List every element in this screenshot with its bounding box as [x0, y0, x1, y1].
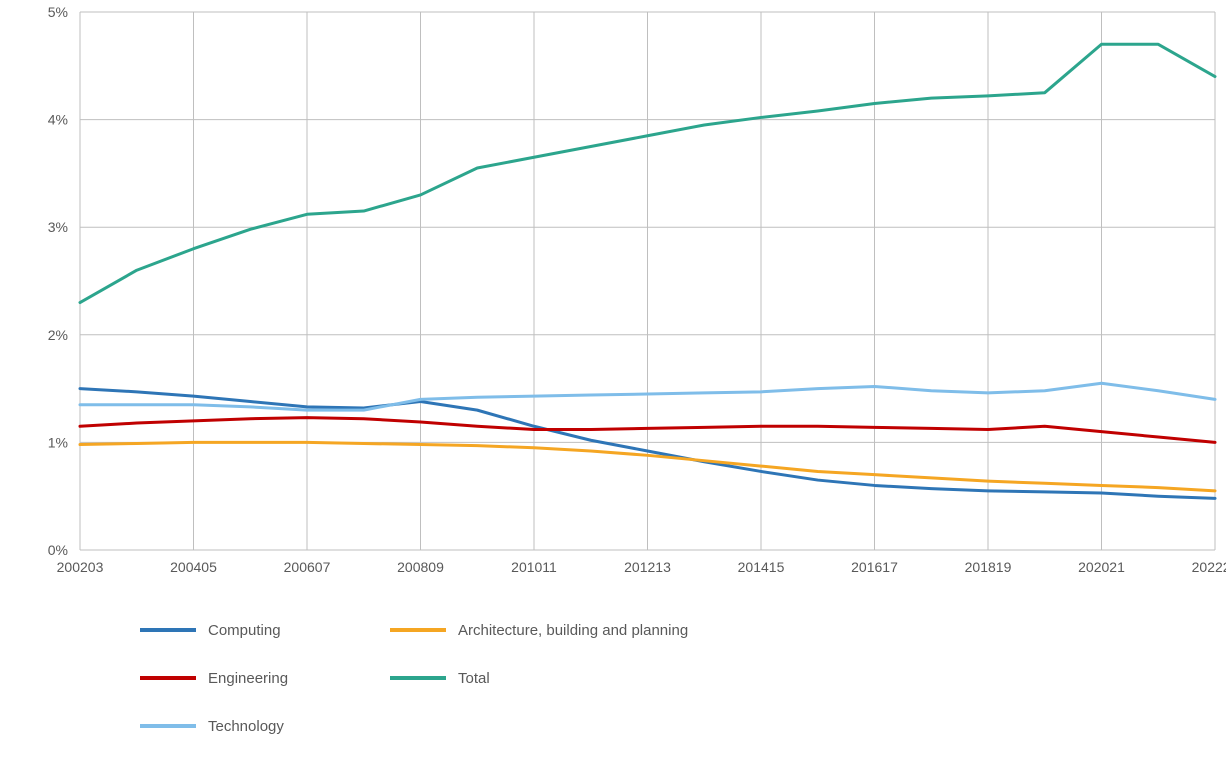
x-tick-label: 202021 — [1078, 559, 1125, 575]
y-tick-label: 3% — [48, 219, 68, 235]
line-chart: 0% 1% 2% 3% 4% 5% 200203 200405 200607 200809 2010… — [0, 0, 1226, 782]
x-tick-label: 200203 — [57, 559, 104, 575]
y-tick-label: 2% — [48, 327, 68, 343]
legend-label: Computing — [208, 622, 281, 639]
x-tick-label: 201213 — [624, 559, 671, 575]
legend-label: Total — [458, 670, 490, 687]
y-tick-label: 5% — [48, 4, 68, 20]
x-tick-label: 200809 — [397, 559, 444, 575]
y-tick-label: 0% — [48, 542, 68, 558]
chart-canvas: 0% 1% 2% 3% 4% 5% 200203 200405 200607 200809 2010… — [0, 0, 1226, 782]
y-tick-label: 1% — [48, 434, 68, 450]
x-tick-label: 200405 — [170, 559, 217, 575]
x-tick-label: 202223 — [1192, 559, 1226, 575]
legend-label: Architecture, building and planning — [458, 622, 688, 639]
x-tick-label: 201819 — [965, 559, 1012, 575]
legend-label: Engineering — [208, 670, 288, 687]
x-tick-label: 201011 — [511, 559, 557, 575]
x-tick-label: 201617 — [851, 559, 898, 575]
y-tick-label: 4% — [48, 112, 68, 128]
x-tick-label: 200607 — [284, 559, 331, 575]
x-tick-label: 201415 — [738, 559, 785, 575]
legend-label: Technology — [208, 718, 284, 735]
